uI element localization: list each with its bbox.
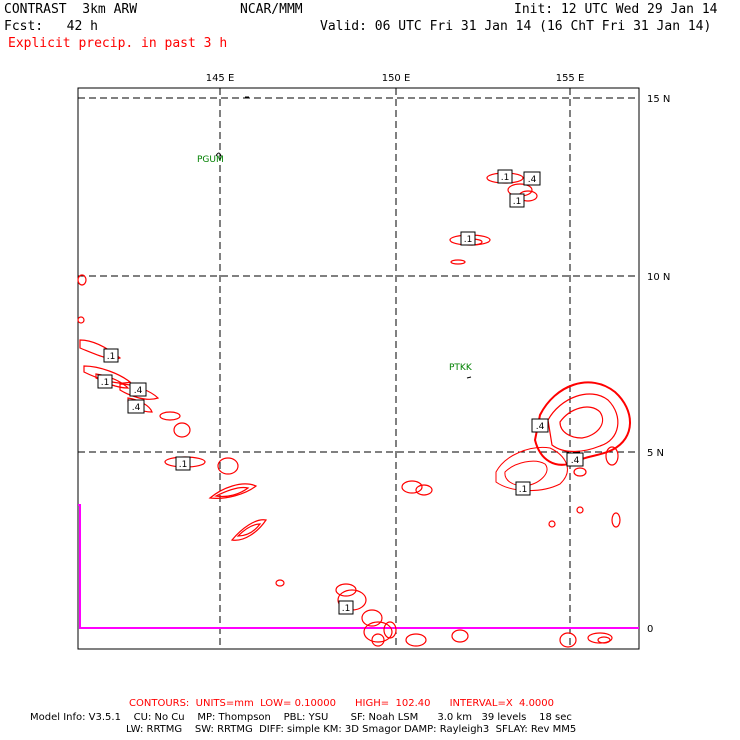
svg-text:.4: .4 (528, 175, 537, 185)
svg-text:.4: .4 (571, 456, 580, 466)
contour-band-13 (236, 523, 262, 537)
contour-cs-2 (415, 484, 433, 496)
svg-text:.1: .1 (464, 235, 473, 245)
model-info-line-2: LW: RRTMG SW: RRTMG DIFF: simple KM: 3D … (126, 724, 577, 735)
island-chuuk (466, 376, 472, 379)
contour-label-3: .1 (509, 193, 525, 208)
lon-label-150e: 150 E (382, 73, 411, 84)
precip-contours (77, 172, 631, 648)
lat-label-15n: 15 N (647, 94, 670, 105)
contour-label-1: .1 (497, 169, 513, 184)
contour-label-11: .4 (566, 452, 584, 467)
contour-band-11 (214, 486, 250, 498)
contour-band-14 (275, 579, 285, 587)
island-guam (215, 152, 222, 157)
contour-band-9 (217, 457, 239, 475)
contour-se-inner-1 (547, 393, 619, 453)
contour-cs-1 (401, 480, 423, 494)
init-time: Init: 12 UTC Wed 29 Jan 14 (514, 2, 718, 17)
contour-west-2 (77, 316, 85, 324)
forecast-hour: Fcst: 42 h (4, 19, 98, 34)
lon-label-145e: 145 E (206, 73, 235, 84)
contour-cs-13 (597, 636, 611, 644)
lon-label-155e: 155 E (556, 73, 585, 84)
map-frame (77, 87, 640, 650)
contour-cs-7 (371, 633, 385, 647)
precip-map: 145 E 150 E 155 E 15 N 10 N 5 N 0 PGUM P… (77, 73, 670, 650)
contour-cs-10 (451, 629, 469, 643)
contour-label-7: .4 (129, 382, 147, 397)
lat-label-10n: 10 N (647, 272, 670, 283)
contour-label-13: .1 (338, 600, 354, 615)
station-ptkk: PTKK (449, 363, 473, 373)
svg-text:.4: .4 (132, 403, 141, 413)
contour-cs-12 (587, 632, 613, 644)
contour-west-1 (77, 274, 87, 286)
contour-label-6: .1 (97, 374, 113, 389)
contour-cs-9 (405, 633, 427, 647)
domain-boundary (78, 504, 639, 629)
svg-text:.4: .4 (536, 422, 545, 432)
lat-lon-grid (78, 88, 639, 649)
contour-label-12: .1 (515, 481, 531, 496)
contour-band-12 (230, 519, 267, 541)
contour-se-east (605, 446, 619, 466)
lat-label-5n: 5 N (647, 448, 664, 459)
contour-label-8: .4 (127, 399, 145, 414)
svg-text:.1: .1 (179, 460, 188, 470)
contour-label-5: .1 (103, 348, 119, 363)
station-pgum: PGUM (197, 155, 224, 165)
contour-band-2 (83, 365, 132, 384)
contour-se-outer (533, 381, 631, 466)
contour-band-7 (173, 422, 191, 438)
contour-label-10: .4 (531, 418, 549, 433)
model-title: CONTRAST 3km ARW (4, 2, 138, 17)
contour-cs-5 (361, 609, 383, 627)
svg-text:.1: .1 (519, 485, 528, 495)
valid-time: Valid: 06 UTC Fri 31 Jan 14 (16 ChT Fri … (320, 19, 712, 34)
contour-se-west-2 (504, 460, 548, 487)
svg-text:.1: .1 (107, 352, 116, 362)
contour-label-9: .1 (175, 456, 191, 471)
contour-cs-11 (559, 632, 577, 648)
contour-value-labels: .1 .4 .1 .1 .1 .1 .4 .4 .1 .4 .4 .1 .1 (97, 169, 584, 615)
contour-se-small-2 (611, 512, 621, 528)
svg-text:.1: .1 (342, 604, 351, 614)
lat-label-equator: 0 (647, 624, 653, 635)
svg-text:.1: .1 (513, 197, 522, 207)
contour-cs-8 (383, 621, 397, 639)
contour-se-small-3 (548, 520, 556, 528)
contour-label-2: .4 (523, 171, 541, 186)
contour-se-small-4 (576, 506, 584, 514)
contour-band-6 (159, 411, 181, 421)
svg-text:.1: .1 (501, 173, 510, 183)
contour-mid-3 (450, 259, 466, 265)
field-description: Explicit precip. in past 3 h (8, 36, 228, 51)
contour-band-1 (79, 339, 122, 360)
contour-band-10 (208, 483, 258, 499)
contour-se-small-1 (573, 467, 587, 477)
org-label: NCAR/MMM (240, 2, 303, 17)
svg-text:.4: .4 (134, 386, 143, 396)
contour-se-inner-2 (559, 406, 604, 439)
contour-label-4: .1 (460, 231, 476, 246)
contour-info: CONTOURS: UNITS=mm LOW= 0.10000 HIGH= 10… (129, 698, 555, 709)
contour-cs-6 (363, 621, 393, 643)
model-info-line-1: Model Info: V3.5.1 CU: No Cu MP: Thompso… (30, 712, 572, 723)
svg-text:.1: .1 (101, 378, 110, 388)
